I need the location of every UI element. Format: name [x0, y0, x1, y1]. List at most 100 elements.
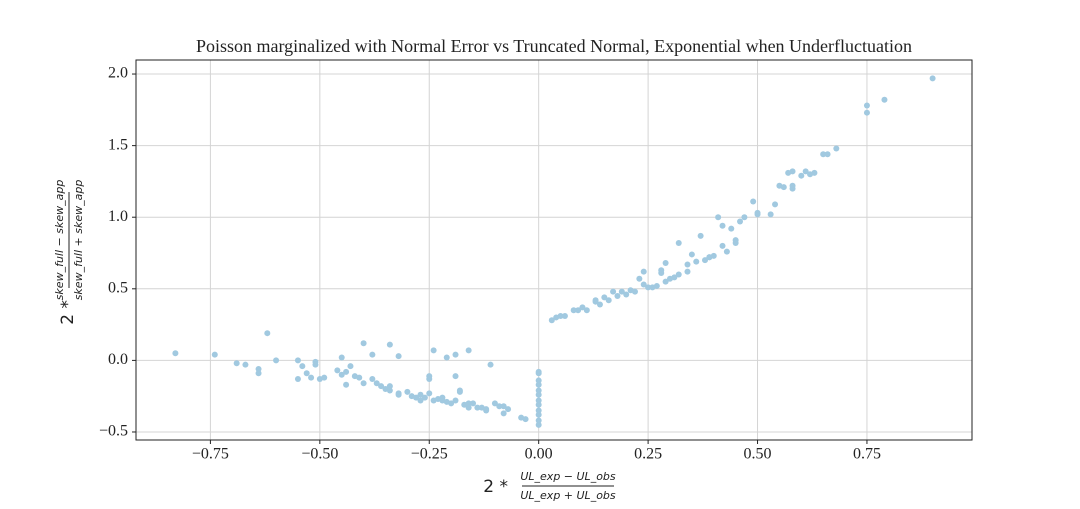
y-tick-label: 0.0 [108, 351, 128, 368]
point [601, 294, 608, 301]
point [570, 307, 577, 314]
point [299, 363, 306, 370]
point [500, 410, 507, 417]
point [820, 151, 827, 158]
point [583, 307, 590, 314]
x-tick-label: 0.50 [744, 446, 772, 463]
point [684, 268, 691, 275]
x-tick-label: 0.25 [634, 446, 662, 463]
point [640, 268, 647, 275]
point [378, 383, 385, 390]
x-tick-label: −0.75 [192, 446, 229, 463]
point [356, 374, 363, 381]
point [172, 350, 179, 357]
point [535, 377, 542, 384]
point [496, 403, 503, 410]
point [618, 288, 625, 295]
y-axis-label: 2 * skew_full − skew_app skew_full + ske… [53, 180, 85, 325]
point [561, 313, 568, 320]
x-label-denominator: UL_exp + UL_obs [520, 489, 616, 502]
point [697, 232, 704, 239]
point [653, 282, 660, 289]
point [443, 354, 450, 361]
point [369, 376, 376, 383]
y-tick-label: −0.5 [99, 423, 128, 440]
point [535, 381, 542, 388]
point [675, 239, 682, 246]
point [684, 261, 691, 268]
point [662, 260, 669, 267]
point [535, 421, 542, 428]
point [688, 251, 695, 258]
point [535, 397, 542, 404]
point [421, 394, 428, 401]
point [833, 145, 840, 152]
point [386, 341, 393, 348]
point [693, 258, 700, 265]
point [789, 185, 796, 192]
point [338, 371, 345, 378]
y-label-denominator: skew_full + skew_app [72, 180, 85, 301]
point [448, 400, 455, 407]
point [338, 354, 345, 361]
point [535, 391, 542, 398]
point [645, 284, 652, 291]
point [395, 391, 402, 398]
point [233, 360, 240, 367]
point [430, 347, 437, 354]
point [929, 75, 936, 82]
point [798, 172, 805, 179]
point [640, 281, 647, 288]
point [465, 404, 472, 411]
point [273, 357, 280, 364]
point [610, 288, 617, 295]
point [334, 367, 341, 374]
point [548, 317, 555, 324]
y-tick-label: 0.5 [108, 279, 128, 296]
point [719, 242, 726, 249]
point [211, 351, 218, 358]
x-label-prefix: 2 * [483, 477, 508, 497]
point [623, 291, 630, 298]
point [658, 270, 665, 277]
point [789, 168, 796, 175]
point [767, 211, 774, 218]
point [732, 237, 739, 244]
point [802, 168, 809, 175]
point [715, 214, 722, 221]
point [500, 403, 507, 410]
point [596, 301, 603, 308]
y-label-prefix: 2 * [58, 300, 78, 325]
point [417, 391, 424, 398]
point [343, 368, 350, 375]
point [312, 358, 319, 365]
point [772, 201, 779, 208]
point [631, 288, 638, 295]
point [605, 297, 612, 304]
point [592, 297, 599, 304]
point [395, 353, 402, 360]
point [557, 313, 564, 320]
point [535, 417, 542, 424]
point [413, 394, 420, 401]
point [579, 304, 586, 311]
point [426, 390, 433, 397]
point [535, 370, 542, 377]
point [863, 109, 870, 116]
point [505, 406, 512, 413]
y-label-numerator: skew_full − skew_app [53, 180, 66, 301]
point [824, 151, 831, 158]
x-label-numerator: UL_exp − UL_obs [520, 470, 616, 483]
point [535, 387, 542, 394]
point [452, 397, 459, 404]
point [535, 401, 542, 408]
point [754, 211, 761, 218]
point [491, 400, 498, 407]
point [675, 271, 682, 278]
point [671, 274, 678, 281]
point [303, 370, 310, 377]
point [863, 102, 870, 109]
point [522, 416, 529, 423]
point [386, 383, 393, 390]
point [294, 357, 301, 364]
